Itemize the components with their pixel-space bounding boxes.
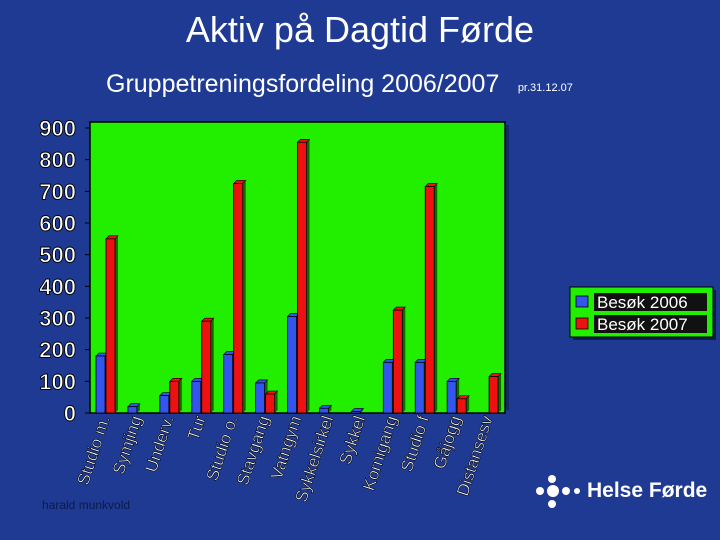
bar [95, 355, 106, 414]
y-tick-label: 100 [39, 369, 76, 394]
logo-dot [562, 487, 570, 495]
helse-forde-logo: Helse Førde [533, 470, 713, 514]
y-tick-label: 400 [39, 274, 76, 299]
subtitle-row: Gruppetreningsfordeling 2006/2007 pr.31.… [106, 70, 573, 99]
y-tick-label: 900 [39, 116, 76, 141]
bar [169, 380, 180, 414]
bar [201, 320, 212, 414]
bar-side [274, 391, 278, 413]
bar [446, 380, 457, 414]
legend-label-bg [594, 293, 707, 311]
y-tick-label: 700 [39, 179, 76, 204]
bar-side [434, 183, 438, 413]
subtitle: Gruppetreningsfordeling 2006/2007 [106, 70, 500, 98]
bar [488, 376, 499, 414]
y-tick-label: 800 [39, 148, 76, 173]
bar-side [498, 373, 502, 413]
bar [414, 361, 425, 414]
bar [105, 238, 116, 414]
bar [319, 407, 329, 414]
logo-dot [547, 485, 559, 497]
logo-text: Helse Førde [587, 479, 708, 502]
bar-side [242, 180, 246, 413]
logo-dot [536, 487, 544, 495]
bar [255, 382, 266, 414]
bar [127, 406, 138, 414]
author-name: harald munkvold [42, 498, 131, 512]
y-tick-label: 300 [39, 306, 76, 331]
bar [223, 354, 234, 414]
logo-dot [548, 475, 556, 483]
bar [191, 380, 202, 414]
x-category-label: Gåjogg [430, 413, 465, 471]
x-category-label: Studio f [397, 413, 433, 474]
bar-side [402, 307, 406, 413]
x-category-label: Sykkel [336, 413, 370, 466]
bar [297, 141, 307, 414]
y-tick-label: 600 [39, 211, 76, 236]
legend-swatch [575, 295, 589, 308]
bar [159, 395, 170, 414]
bar-side [328, 405, 332, 413]
y-tick-label: 500 [39, 243, 76, 268]
y-tick-label: 0 [64, 401, 76, 426]
bar-side [178, 378, 182, 413]
x-category-label: Studio m. [74, 413, 114, 487]
legend-label: Besøk 2006 [597, 293, 688, 312]
bar [382, 361, 393, 414]
logo-dot [574, 488, 580, 494]
bar [424, 186, 435, 414]
subtitle-date-note: pr.31.12.07 [517, 81, 573, 94]
bar-side [210, 318, 214, 413]
bar-side [306, 139, 310, 413]
legend-label: Besøk 2007 [597, 315, 688, 334]
bar [265, 393, 276, 414]
y-tick-label: 200 [39, 338, 76, 363]
bar [233, 183, 244, 414]
x-category-label: Underv. [142, 413, 178, 474]
legend-swatch [575, 317, 589, 330]
x-category-label: Tur [184, 413, 210, 443]
legend-label-bg [594, 315, 707, 333]
slide-title: Aktiv på Dagtid Førde [185, 9, 535, 50]
bar [287, 316, 297, 414]
bar [456, 398, 467, 414]
logo-dot [548, 500, 556, 508]
bar [350, 411, 361, 414]
bar-side [115, 235, 118, 413]
bar-side [466, 395, 470, 413]
bar [392, 309, 403, 414]
x-category-label: Symjing [109, 413, 146, 476]
